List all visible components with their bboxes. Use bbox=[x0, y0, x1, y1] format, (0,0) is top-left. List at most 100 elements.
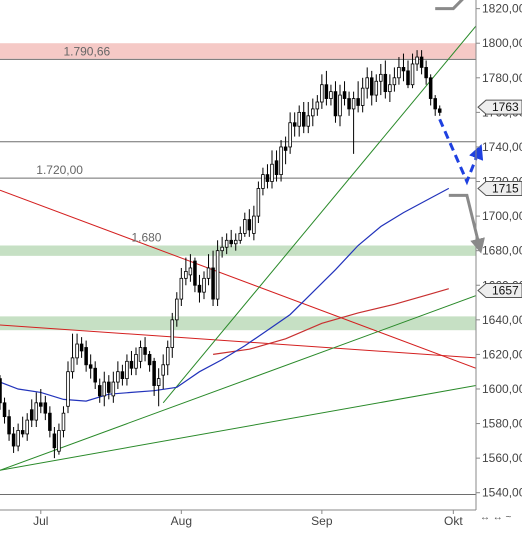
candle bbox=[75, 333, 79, 365]
candle-body bbox=[365, 77, 369, 89]
candle bbox=[383, 60, 388, 99]
toolbar-icons[interactable]: ↔ ↔ ~ bbox=[480, 512, 512, 523]
candle-body bbox=[79, 343, 84, 352]
candle-body bbox=[102, 381, 107, 397]
candle-body bbox=[369, 77, 374, 96]
x-tick-label: Okt bbox=[444, 514, 463, 528]
candle-body bbox=[233, 239, 238, 245]
candle bbox=[202, 271, 206, 300]
candle-body bbox=[243, 219, 247, 234]
candle-body bbox=[93, 367, 97, 383]
price-badge-label: 1763 bbox=[492, 100, 519, 114]
candle-body bbox=[152, 360, 156, 386]
candle-body bbox=[7, 416, 11, 435]
candle bbox=[206, 254, 211, 286]
price-badge-label: 1657 bbox=[492, 283, 519, 297]
candle bbox=[351, 91, 356, 154]
candle-body bbox=[129, 360, 134, 369]
candle bbox=[97, 378, 102, 403]
candle-body bbox=[410, 63, 415, 86]
candle-body bbox=[156, 378, 161, 386]
candle-body bbox=[147, 354, 152, 366]
candle bbox=[406, 60, 410, 89]
candle-body bbox=[138, 347, 143, 362]
candle bbox=[369, 70, 374, 106]
candle bbox=[419, 50, 424, 75]
trendline bbox=[0, 385, 476, 471]
candle-body bbox=[0, 378, 2, 404]
candle bbox=[20, 416, 25, 438]
candle bbox=[410, 53, 415, 89]
candle-body bbox=[43, 402, 48, 414]
candle bbox=[379, 63, 383, 96]
candle bbox=[315, 95, 320, 116]
candle-body bbox=[143, 347, 147, 355]
candle-body bbox=[261, 174, 265, 189]
candle-body bbox=[283, 146, 288, 151]
candle bbox=[61, 406, 66, 438]
candle-body bbox=[34, 402, 39, 421]
price-badge-label: 1715 bbox=[492, 181, 519, 195]
candle-body bbox=[2, 402, 7, 418]
candle-body bbox=[297, 111, 301, 127]
candle bbox=[283, 136, 288, 165]
candle bbox=[2, 397, 7, 424]
x-tick-label: Jul bbox=[33, 514, 48, 528]
price-badge: 1715 bbox=[477, 180, 522, 196]
candle bbox=[301, 102, 306, 134]
candle bbox=[229, 229, 233, 248]
price-badge: 1657 bbox=[477, 282, 522, 298]
y-tick-label: 1540,00 bbox=[482, 486, 522, 500]
y-tick-label: 1640,00 bbox=[482, 313, 522, 327]
candle bbox=[161, 354, 165, 389]
moving-average-line bbox=[0, 187, 450, 402]
candle bbox=[256, 181, 261, 224]
candle bbox=[7, 409, 11, 441]
candle bbox=[39, 388, 43, 414]
candle bbox=[129, 350, 134, 376]
candle bbox=[324, 70, 329, 106]
candle-body bbox=[279, 146, 283, 176]
candle-body bbox=[256, 188, 261, 217]
candle-body bbox=[274, 160, 279, 176]
candle-body bbox=[360, 87, 365, 106]
candle-body bbox=[392, 77, 397, 86]
candle bbox=[193, 257, 197, 293]
y-tick-label: 1700,00 bbox=[482, 209, 522, 223]
candle bbox=[437, 105, 442, 116]
candle bbox=[374, 74, 379, 102]
candle bbox=[238, 226, 243, 244]
candle-body bbox=[433, 98, 437, 110]
y-tick-label: 1780,00 bbox=[482, 71, 522, 85]
candle bbox=[52, 427, 57, 459]
candle bbox=[233, 233, 238, 251]
y-tick-label: 1680,00 bbox=[482, 244, 522, 258]
price-badge-shape bbox=[477, 180, 522, 196]
candle-body bbox=[270, 163, 274, 182]
candle bbox=[84, 340, 88, 372]
candle-body bbox=[229, 239, 233, 245]
candle-body bbox=[211, 267, 215, 300]
candle bbox=[138, 340, 143, 369]
candle bbox=[184, 257, 188, 286]
candle bbox=[66, 361, 70, 414]
candle-body bbox=[84, 347, 88, 366]
candle bbox=[70, 333, 75, 379]
candle-body bbox=[356, 98, 360, 106]
candle bbox=[415, 50, 419, 71]
projection-line bbox=[435, 0, 464, 11]
candle-body bbox=[188, 267, 193, 276]
candle bbox=[34, 392, 39, 428]
candle bbox=[215, 240, 220, 306]
x-tick-label: Sep bbox=[311, 514, 333, 528]
candle bbox=[333, 81, 338, 123]
candle-body bbox=[20, 430, 25, 435]
candle-body bbox=[165, 347, 170, 366]
candle-body bbox=[193, 260, 197, 286]
candle bbox=[25, 413, 29, 441]
candle bbox=[88, 354, 93, 379]
candle-body bbox=[301, 111, 306, 127]
zone-band bbox=[0, 316, 476, 331]
candle bbox=[48, 406, 52, 438]
level-label: 1.720,00 bbox=[36, 163, 83, 177]
